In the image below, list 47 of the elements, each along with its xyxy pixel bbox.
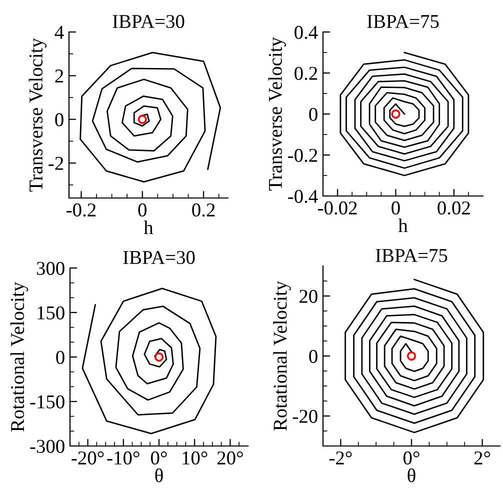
y-axis-title: Transverse Velocity (28, 38, 47, 192)
x-tick-label: 0.02 (438, 201, 470, 215)
x-tick-label: 0.2 (192, 203, 215, 217)
x-tick-label: -0.2 (66, 203, 96, 217)
x-tick-label: -20° (72, 451, 104, 465)
y-axis-title: Rotational Velocity (10, 282, 28, 432)
x-tick-label: 0° (403, 451, 420, 465)
y-tick-label: -150 (30, 395, 64, 408)
y-tick-label: -20 (292, 410, 318, 423)
line-series (80, 52, 222, 183)
chart-title: IBPA=30 (112, 14, 184, 28)
y-tick-label: 0.2 (294, 66, 318, 80)
x-tick-label: 10° (182, 451, 208, 465)
chart-title: IBPA=75 (367, 15, 439, 28)
x-tick-label: -10° (107, 451, 140, 465)
y-tick-label: 0.4 (294, 26, 318, 40)
y-tick-label: -0.2 (288, 148, 318, 162)
y-tick-label: 0 (309, 108, 318, 121)
x-axis-title: θ (408, 468, 416, 482)
y-tick-label: -0.4 (288, 190, 318, 204)
y-tick-label: 0 (55, 113, 64, 126)
y-tick-label: 4 (54, 26, 64, 39)
x-axis-title: h (144, 220, 154, 234)
x-tick-label: -2° (329, 451, 352, 464)
line-series (344, 278, 484, 434)
chart-title: IBPA=30 (123, 250, 195, 264)
line-series (340, 52, 470, 176)
x-axis-title: θ (155, 468, 163, 482)
x-tick-label: 2° (474, 451, 490, 464)
y-tick-label: -300 (30, 440, 64, 453)
x-tick-label: 0° (150, 451, 167, 465)
chart-title: IBPA=75 (376, 249, 448, 262)
y-tick-label: -2 (48, 156, 64, 170)
y-tick-label: 300 (36, 262, 64, 275)
line-series (82, 288, 217, 434)
y-tick-label: 2 (55, 70, 64, 82)
y-axis-title: Rotational Velocity (273, 280, 291, 431)
x-tick-label: 0 (138, 203, 147, 217)
x-axis-title: h (398, 218, 408, 232)
y-tick-label: 20 (300, 290, 318, 303)
x-tick-label: 20° (217, 451, 243, 465)
y-tick-label: 0 (309, 350, 318, 363)
x-tick-label: 0 (392, 201, 400, 215)
y-tick-label: 150 (38, 306, 64, 320)
x-tick-label: -0.02 (318, 201, 357, 215)
y-axis-title: Transverse Velocity (268, 37, 286, 191)
y-tick-label: 0 (56, 350, 64, 364)
